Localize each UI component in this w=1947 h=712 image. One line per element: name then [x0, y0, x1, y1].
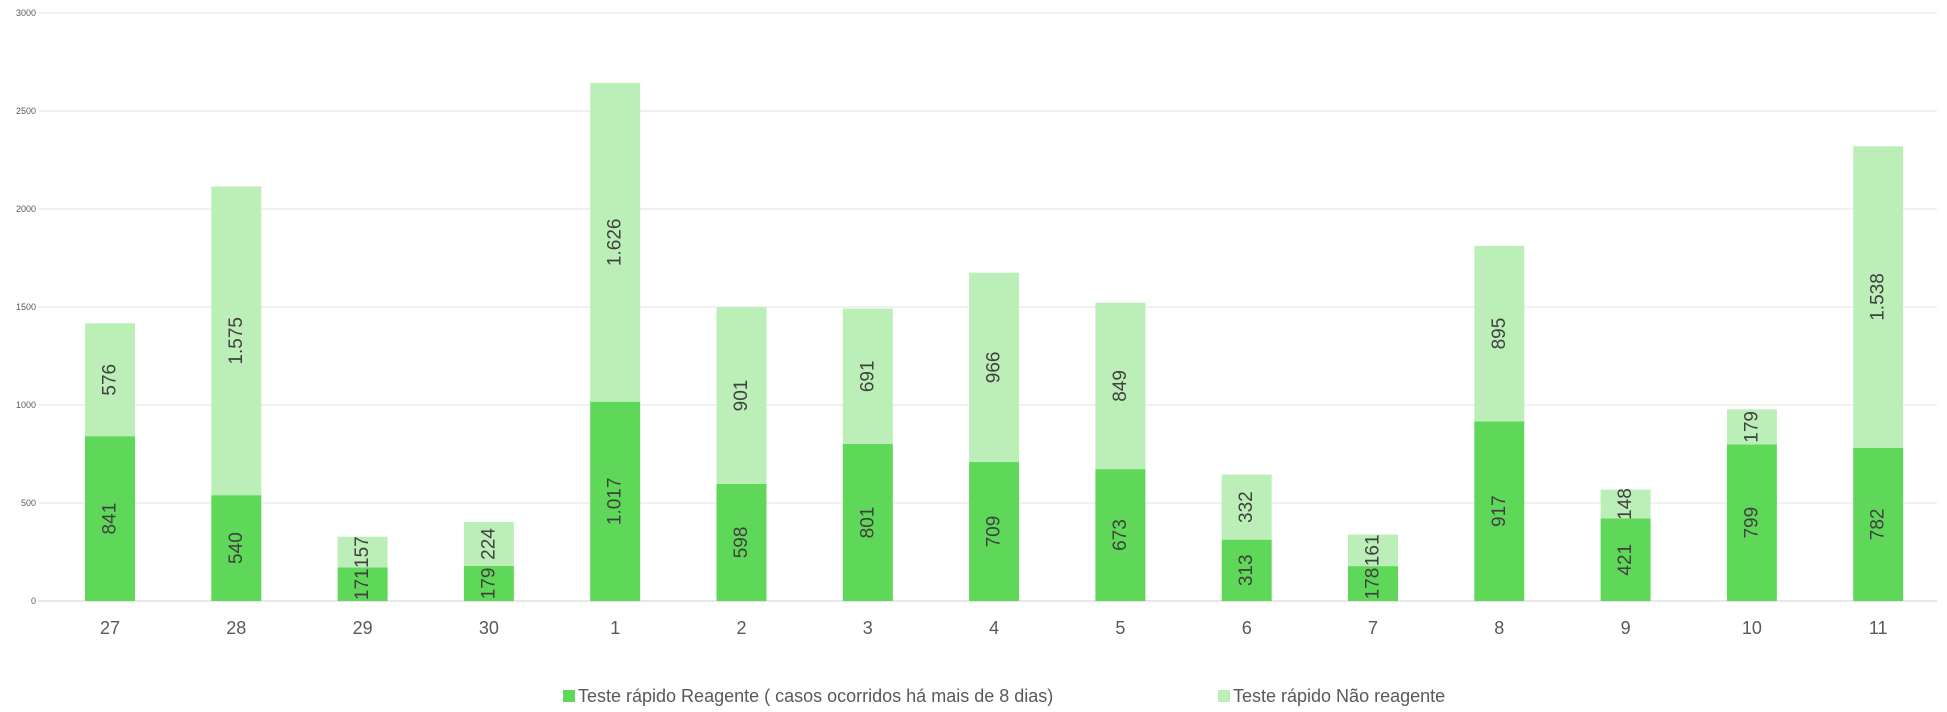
data-label: 1.538 — [1868, 273, 1889, 321]
legend-label: Teste rápido Reagente ( casos ocorridos … — [578, 686, 1053, 706]
data-label: 691 — [857, 360, 878, 392]
data-label: 1.575 — [226, 317, 247, 365]
data-label: 799 — [1741, 507, 1762, 539]
legend-label: Teste rápido Não reagente — [1233, 686, 1445, 706]
y-tick-label: 2000 — [16, 204, 36, 214]
data-label: 148 — [1615, 488, 1636, 520]
data-label: 332 — [1236, 491, 1257, 523]
y-tick-label: 3000 — [16, 8, 36, 18]
data-label: 966 — [984, 352, 1005, 384]
data-label: 313 — [1236, 554, 1257, 586]
bar-nao-reagente — [211, 186, 262, 496]
bars — [85, 82, 1904, 601]
legend-swatch — [563, 690, 575, 702]
data-label: 576 — [100, 364, 121, 396]
y-tick-label: 2500 — [16, 106, 36, 116]
data-label: 178 — [1363, 568, 1384, 600]
bar-nao-reagente — [1095, 302, 1146, 470]
x-tick-label: 5 — [1115, 618, 1125, 638]
x-tick-label: 28 — [226, 618, 246, 638]
x-tick-label: 1 — [610, 618, 620, 638]
data-label: 841 — [100, 503, 121, 535]
data-label: 157 — [352, 536, 373, 568]
x-tick-label: 29 — [353, 618, 373, 638]
bar-reagente — [85, 436, 135, 601]
data-label: 598 — [731, 527, 752, 559]
bar-reagente — [1221, 539, 1272, 601]
data-label: 917 — [1489, 495, 1510, 527]
bar-reagente — [211, 495, 262, 601]
data-label: 782 — [1868, 509, 1889, 541]
data-label: 421 — [1615, 544, 1636, 576]
y-tick-label: 1500 — [16, 302, 36, 312]
x-tick-label: 2 — [736, 618, 746, 638]
bar-reagente — [463, 565, 514, 601]
legend: Teste rápido Reagente ( casos ocorridos … — [563, 686, 1445, 706]
bar-nao-reagente — [1221, 474, 1272, 540]
x-tick-label: 10 — [1742, 618, 1762, 638]
data-label: 179 — [1741, 411, 1762, 443]
x-axis: 27 28 29 30 1 2 3 4 5 6 7 8 9 10 11 — [100, 618, 1888, 638]
bar-reagente — [842, 444, 893, 601]
bar-nao-reagente — [1348, 534, 1398, 567]
legend-swatch — [1218, 690, 1230, 702]
bar-reagente — [1348, 566, 1398, 601]
data-label: 161 — [1363, 534, 1384, 566]
data-label: 801 — [857, 507, 878, 539]
bar-reagente — [1853, 447, 1904, 601]
data-label: 709 — [984, 516, 1005, 548]
y-axis: 0 500 1000 1500 2000 2500 3000 — [16, 8, 36, 606]
bar-nao-reagente — [1726, 409, 1777, 445]
bar-nao-reagente — [590, 82, 641, 402]
bar-nao-reagente — [1474, 245, 1525, 422]
x-tick-label: 9 — [1621, 618, 1631, 638]
data-label: 673 — [1110, 519, 1131, 551]
bar-nao-reagente — [842, 308, 893, 445]
bar-nao-reagente — [337, 536, 388, 568]
data-label: 849 — [1110, 370, 1131, 402]
y-tick-label: 1000 — [16, 400, 36, 410]
data-label: 895 — [1489, 318, 1510, 350]
data-label: 1.017 — [605, 478, 626, 526]
bar-nao-reagente — [1853, 146, 1904, 448]
bar-reagente — [1095, 469, 1146, 601]
data-label: 901 — [731, 380, 752, 412]
bar-reagente — [716, 483, 767, 601]
x-tick-label: 11 — [1869, 618, 1888, 638]
x-tick-label: 7 — [1368, 618, 1378, 638]
bar-reagente — [590, 401, 641, 601]
x-tick-label: 8 — [1494, 618, 1504, 638]
bar-reagente — [969, 462, 1020, 601]
bar-nao-reagente — [85, 323, 135, 437]
x-tick-label: 3 — [863, 618, 873, 638]
y-tick-label: 500 — [21, 498, 36, 508]
x-tick-label: 4 — [989, 618, 999, 638]
y-tick-label: 0 — [31, 596, 36, 606]
data-label: 224 — [478, 528, 499, 560]
data-label: 179 — [478, 568, 499, 600]
data-label: 171 — [352, 568, 373, 600]
bar-nao-reagente — [969, 272, 1020, 463]
bar-reagente — [1474, 421, 1525, 601]
data-label: 540 — [226, 532, 247, 564]
data-label: 1.626 — [605, 219, 626, 267]
bar-nao-reagente — [463, 522, 514, 566]
bar-reagente — [1600, 518, 1651, 601]
bar-reagente — [337, 567, 388, 601]
x-tick-label: 6 — [1242, 618, 1252, 638]
bar-nao-reagente — [716, 307, 767, 484]
x-tick-label: 27 — [100, 618, 120, 638]
bar-nao-reagente — [1600, 489, 1651, 519]
bar-reagente — [1726, 444, 1777, 601]
x-tick-label: 30 — [479, 618, 499, 638]
